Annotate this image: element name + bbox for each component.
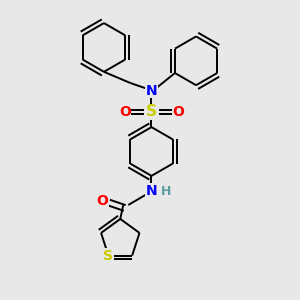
Text: O: O bbox=[172, 105, 184, 119]
Text: O: O bbox=[97, 194, 108, 208]
Text: S: S bbox=[146, 104, 157, 119]
Text: N: N bbox=[146, 184, 157, 198]
Text: S: S bbox=[103, 248, 113, 262]
Text: O: O bbox=[119, 105, 131, 119]
Text: H: H bbox=[160, 184, 171, 197]
Text: N: N bbox=[146, 84, 157, 98]
